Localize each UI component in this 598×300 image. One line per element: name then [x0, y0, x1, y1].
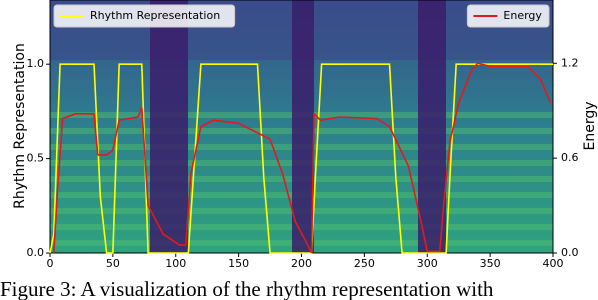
- x-tick-label: 200: [291, 257, 312, 270]
- y-tick-label: 0.5: [27, 152, 45, 165]
- caption: Figure 3: A visualization of the rhythm …: [0, 277, 494, 300]
- x-tick-label: 400: [543, 257, 564, 270]
- legend-label: Energy: [503, 9, 542, 22]
- spectrogram: [50, 0, 553, 253]
- legend-box: [53, 4, 236, 28]
- y-axis-label: Rhythm Representation: [12, 43, 28, 209]
- x-tick-label: 300: [417, 257, 438, 270]
- x-tick-label: 50: [106, 257, 120, 270]
- legend-box: [466, 4, 550, 28]
- x-tick-label: 100: [165, 257, 186, 270]
- y-tick-label: 0.0: [27, 246, 45, 259]
- y2-tick-label: 0.0: [561, 246, 579, 259]
- y2-axis-label: Energy: [582, 101, 598, 150]
- x-tick-label: 250: [354, 257, 375, 270]
- x-tick-label: 350: [480, 257, 501, 270]
- legend-label: Rhythm Representation: [90, 9, 220, 22]
- x-tick-label: 0: [47, 257, 54, 270]
- y2-tick-label: 1.2: [561, 56, 579, 69]
- series-line: [49, 63, 553, 254]
- y-tick-label: 1.0: [27, 57, 45, 70]
- y2-tick-label: 0.6: [561, 151, 579, 164]
- x-tick-label: 150: [228, 257, 249, 270]
- series-line: [52, 62, 552, 254]
